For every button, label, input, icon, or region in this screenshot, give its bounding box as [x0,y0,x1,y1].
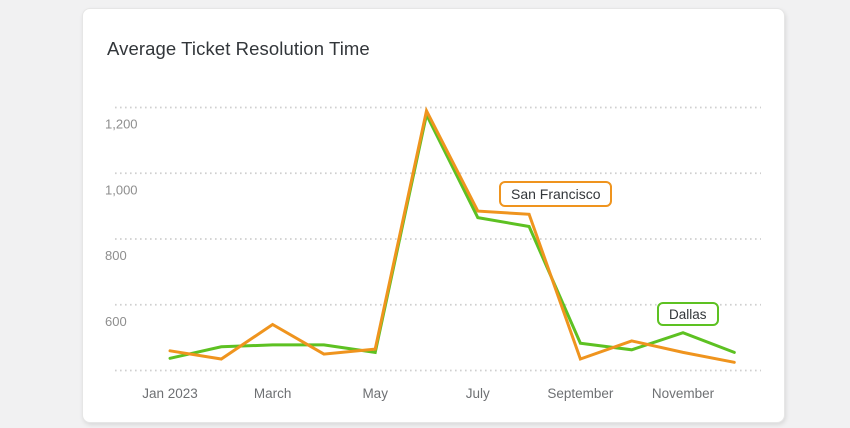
chart-title: Average Ticket Resolution Time [107,38,370,59]
x-tick-label-november: November [652,386,715,401]
x-tick-label-may: May [362,386,388,401]
y-tick-label-1000: 1,000 [105,182,138,197]
chart-svg: 600 800 1,000 1,200 Jan 2023 March May July Sep… [105,106,761,401]
y-axis-labels: 600 800 1,000 1,200 [105,117,138,329]
x-tick-label-july: July [466,386,490,401]
y-tick-label-800: 800 [105,248,127,263]
series-label-dallas[interactable]: Dallas [657,302,719,326]
x-axis-labels: Jan 2023 March May July September November [142,386,714,401]
y-tick-label-600: 600 [105,314,127,329]
series-lines [168,106,736,364]
gridlines [115,106,761,372]
x-tick-label-march: March [254,386,292,401]
x-tick-label-september: September [547,386,614,401]
series-line-san-francisco[interactable] [168,106,736,364]
chart-card: 600 800 1,000 1,200 Jan 2023 March May July Sep… [82,8,785,423]
y-tick-label-1200: 1,200 [105,117,138,132]
series-line-dallas[interactable] [168,110,736,360]
series-label-san-francisco[interactable]: San Francisco [499,181,613,207]
x-tick-label-jan-2023: Jan 2023 [142,386,198,401]
